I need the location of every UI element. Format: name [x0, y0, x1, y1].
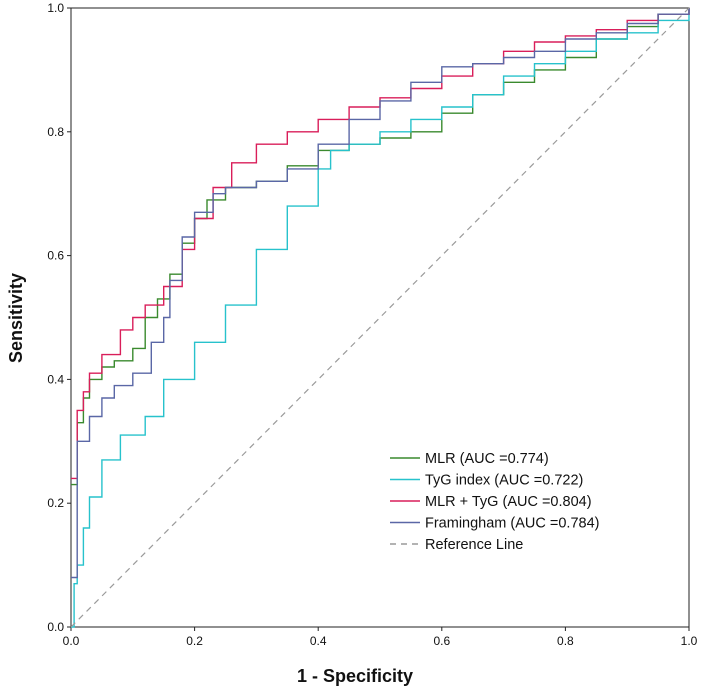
y-tick-label: 0.6: [47, 249, 64, 263]
axis-ticks: 0.0 0.2 0.4 0.6 0.8 1.0 0.0 0.2 0.4 0.6 0.8 1.0: [47, 1, 697, 648]
legend-label: Framingham (AUC =0.784): [425, 516, 599, 532]
y-tick-label: 0.8: [47, 125, 64, 139]
y-tick-label: 0.0: [47, 620, 64, 634]
legend-label: Reference Line: [425, 537, 523, 553]
x-tick-label: 0.6: [433, 634, 450, 648]
x-tick-label: 1.0: [681, 634, 698, 648]
y-axis-title: Sensitivity: [6, 273, 26, 363]
legend: MLR (AUC =0.774) TyG index (AUC =0.722) ML…: [390, 451, 599, 553]
y-tick-label: 0.2: [47, 496, 64, 510]
x-tick-label: 0.4: [310, 634, 327, 648]
legend-label: MLR (AUC =0.774): [425, 451, 549, 467]
y-tick-label: 0.4: [47, 372, 64, 386]
x-tick-label: 0.0: [63, 634, 80, 648]
series-line-3: [71, 8, 690, 579]
legend-label: TyG index (AUC =0.722): [425, 473, 583, 489]
x-tick-label: 0.8: [557, 634, 574, 648]
series-layer: [70, 7, 690, 628]
x-axis-title: 1 - Specificity: [297, 666, 413, 686]
y-tick-label: 1.0: [47, 1, 64, 15]
legend-label: MLR + TyG (AUC =0.804): [425, 494, 592, 510]
series-line-4: [70, 7, 690, 628]
x-tick-label: 0.2: [186, 634, 203, 648]
